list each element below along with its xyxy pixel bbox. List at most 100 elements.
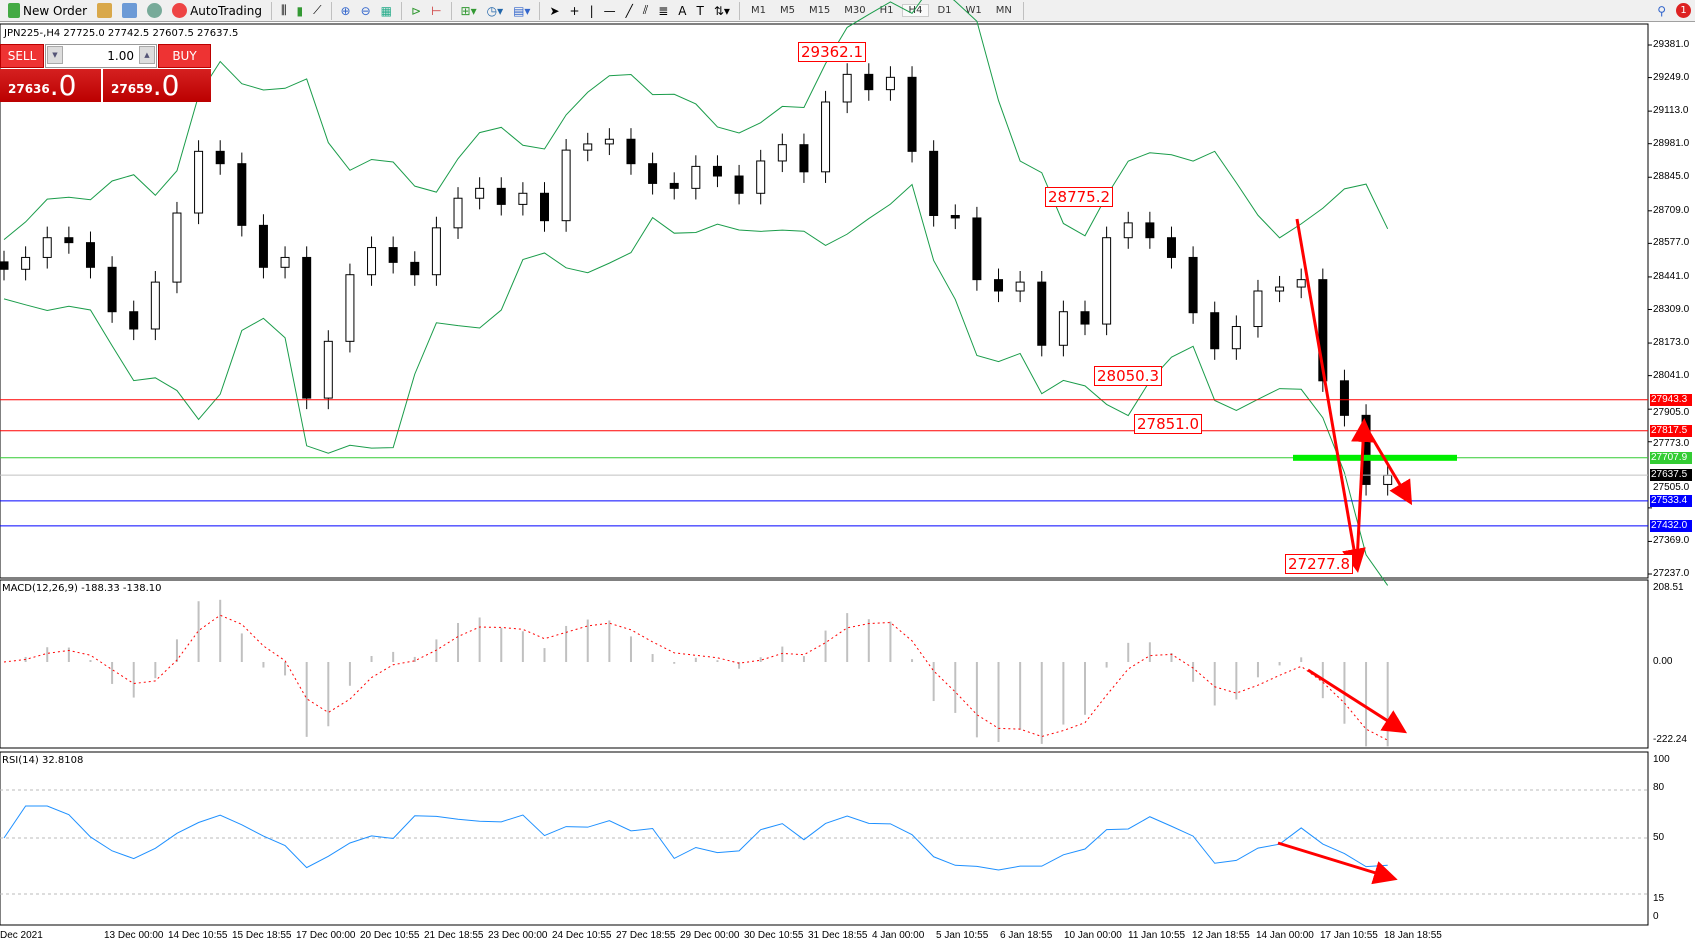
cursor-icon: ➤ [549, 3, 560, 18]
candle-body [496, 187, 506, 205]
time-label: Dec 2021 [0, 930, 43, 941]
auto-scroll-icon: ⊳ [411, 3, 422, 18]
candle-body [648, 163, 658, 184]
price-annotation: 29362.1 [798, 42, 867, 62]
candle-body [842, 73, 852, 103]
sell-price[interactable]: 27636.0 [0, 69, 101, 102]
text-button[interactable]: A [674, 1, 690, 21]
lot-size-input[interactable]: 1.00 [45, 44, 157, 68]
cursor-button[interactable]: ➤ [545, 1, 563, 21]
price-tick-label: 28441.0 [1653, 271, 1690, 282]
timeframe-d1[interactable]: D1 [937, 5, 952, 16]
timeframe-m30[interactable]: M30 [844, 5, 866, 16]
green-zone-bar [1293, 454, 1457, 461]
candlestick-button[interactable]: ▮ [293, 1, 308, 21]
equidistant-channel-button[interactable]: ⫽ [639, 1, 652, 21]
time-label: 13 Dec 00:00 [104, 930, 164, 941]
vertical-line-button[interactable]: | [586, 1, 598, 21]
candlestick-icon: ▮ [296, 3, 304, 18]
candle-body [583, 143, 593, 151]
zoom-out-button[interactable]: ⊖ [357, 1, 375, 21]
indicators-button[interactable]: ⊞▾ [457, 1, 481, 21]
timeframe-m5[interactable]: M5 [779, 5, 795, 16]
candle-body [1058, 311, 1068, 346]
autotrading-button[interactable]: AutoTrading [168, 1, 266, 21]
search-button[interactable]: ⚲ [1653, 1, 1670, 21]
notifications-button[interactable]: 1 [1672, 1, 1695, 21]
candle-body [994, 279, 1004, 292]
time-label: 17 Jan 10:55 [1320, 930, 1378, 941]
chart-shift-button[interactable]: ⊢ [427, 1, 445, 21]
candle-body [1166, 237, 1176, 258]
divider [738, 1, 740, 20]
time-label: 10 Jan 00:00 [1064, 930, 1122, 941]
fibonacci-icon: ≣ [658, 3, 669, 18]
text-label-icon: T [696, 3, 704, 18]
trendline-button[interactable]: ╱ [622, 1, 637, 21]
timeframe-m15[interactable]: M15 [808, 5, 831, 16]
add-indicator-icon: ⊞▾ [460, 3, 477, 18]
buy-button[interactable]: BUY [158, 44, 211, 68]
candle-body [1102, 237, 1112, 325]
candle-body [1296, 279, 1306, 288]
zoom-in-button[interactable]: ⊕ [337, 1, 355, 21]
buy-price[interactable]: 27659.0 [103, 69, 211, 102]
price-annotation: 27851.0 [1134, 414, 1203, 434]
price-tick-label: 27369.0 [1653, 535, 1690, 546]
book-icon [97, 3, 113, 18]
new-order-icon [8, 3, 20, 18]
macd-tick-label: 208.51 [1653, 582, 1684, 593]
navigator-button[interactable] [118, 1, 141, 21]
candle-body [323, 340, 333, 399]
price-tick-label: 28041.0 [1653, 370, 1690, 381]
price-level-tag: 27637.5 [1650, 469, 1692, 481]
text-label-button[interactable]: T [693, 1, 708, 21]
lot-increase-button[interactable]: ▲ [139, 46, 155, 64]
sell-button[interactable]: SELL [0, 44, 44, 68]
tile-windows-button[interactable]: ▦ [377, 1, 396, 21]
candle-body [907, 76, 917, 152]
time-label: 12 Jan 18:55 [1192, 930, 1250, 941]
price-level-tag: 27943.3 [1650, 394, 1692, 406]
channel-icon: ⫽ [642, 3, 649, 17]
candle-body [561, 149, 571, 222]
candle-body [950, 214, 960, 219]
time-label: 31 Dec 18:55 [808, 930, 868, 941]
auto-scroll-button[interactable]: ⊳ [407, 1, 425, 21]
rsi-line [3, 805, 1388, 871]
lot-decrease-button[interactable]: ▼ [47, 46, 63, 64]
divider [330, 1, 332, 20]
horizontal-line-button[interactable]: — [600, 1, 620, 21]
signals-button[interactable] [143, 1, 166, 21]
candle-body [1231, 326, 1241, 350]
macd-tick-label: 0.00 [1653, 656, 1673, 667]
rsi-tick-label: 15 [1653, 893, 1665, 904]
crosshair-button[interactable]: + [566, 1, 584, 21]
candle-body [518, 192, 528, 205]
macd-tick-label: -222.24 [1653, 734, 1687, 745]
line-chart-button[interactable]: ⟋ [309, 1, 325, 21]
fibonacci-button[interactable]: ≣ [654, 1, 672, 21]
candle-body [302, 256, 312, 399]
candle-body [626, 138, 636, 165]
timeframe-m1[interactable]: M1 [750, 5, 766, 16]
divider [1022, 1, 1024, 20]
timeframe-h4[interactable]: H4 [901, 4, 930, 17]
arrows-button[interactable]: ⇅▾ [710, 1, 734, 21]
timeframe-w1[interactable]: W1 [965, 5, 982, 16]
timeframe-h1[interactable]: H1 [879, 5, 894, 16]
time-label: 24 Dec 10:55 [552, 930, 612, 941]
macd-pane [0, 579, 1649, 749]
time-label: 20 Dec 10:55 [360, 930, 420, 941]
template-icon: ▤▾ [513, 3, 531, 18]
new-order-button[interactable]: New Order [4, 1, 91, 21]
divider [401, 1, 402, 20]
bar-chart-button[interactable]: ⫼ [277, 1, 291, 21]
candle-body [1080, 311, 1090, 325]
metaeditor-button[interactable] [93, 1, 116, 21]
templates-button[interactable]: ▤▾ [509, 1, 534, 21]
candle-body [885, 76, 895, 91]
periods-button[interactable]: ◷▾ [483, 1, 508, 21]
timeframe-mn[interactable]: MN [995, 5, 1012, 16]
